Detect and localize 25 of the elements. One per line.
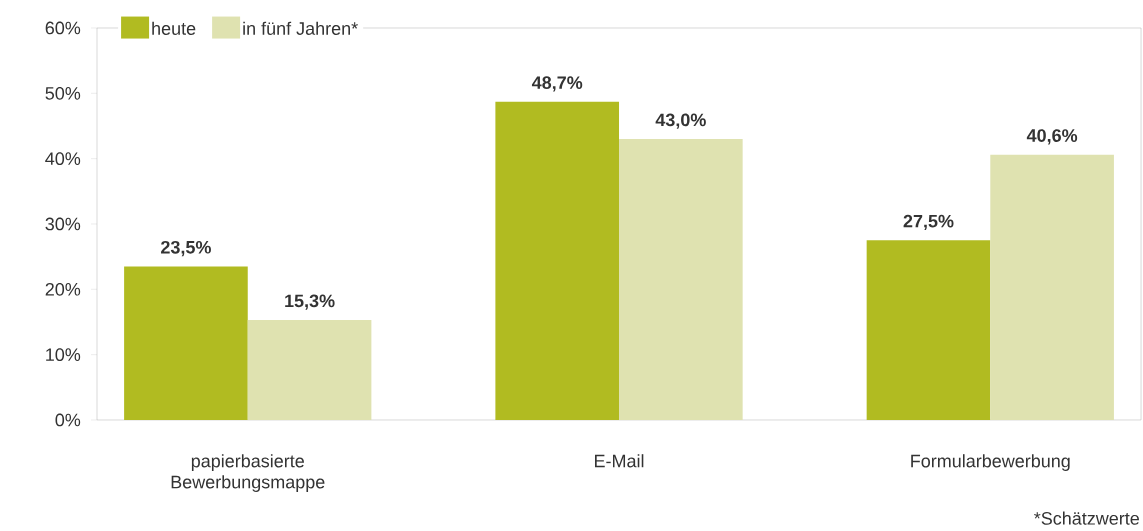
x-tick-label: Formularbewerbung (911, 454, 1070, 471)
data-label: 48,7% (531, 76, 583, 92)
text: *Schätzwerte (1034, 511, 1139, 525)
data-label: 15,3% (285, 294, 335, 310)
y-tick-label: 40% (45, 152, 81, 166)
bar (619, 139, 743, 420)
y-tick-label: 10% (46, 348, 81, 362)
x-tick-label: papierbasierte Bewerbungsmappe (171, 454, 325, 492)
y-tick-label: 20% (45, 282, 81, 296)
data-label: 43,0% (655, 113, 706, 129)
y-tick-label: 30% (45, 217, 81, 231)
bar (247, 320, 372, 420)
bar (990, 154, 1114, 420)
y-tick-label: 50% (45, 86, 81, 100)
data-label: 40,6% (1026, 129, 1078, 145)
legend-label: in fünf Jahren* (243, 21, 358, 35)
data-label: 23,5% (161, 240, 211, 257)
data-label: 27,5% (903, 214, 954, 231)
x-tick-label: E-Mail (595, 454, 644, 468)
y-tick-label: 0% (55, 413, 81, 427)
bar (124, 266, 248, 420)
bar (866, 240, 991, 420)
bar (495, 101, 620, 420)
legend-label: heute (152, 21, 196, 35)
y-tick-label: 60% (45, 21, 81, 35)
